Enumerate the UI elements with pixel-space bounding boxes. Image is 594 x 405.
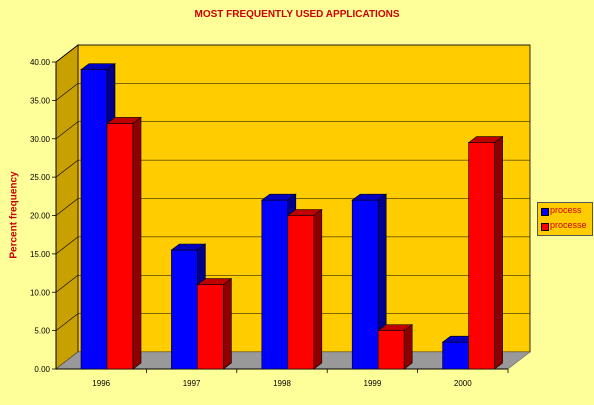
y-tick-label: 30.00 xyxy=(30,135,51,144)
legend-item-series-2: processe xyxy=(538,219,592,233)
gridline-side xyxy=(55,275,79,293)
legend-swatch-series-1 xyxy=(541,208,549,216)
bar-series-2-1996 xyxy=(106,123,134,370)
legend-label-series-2: processe xyxy=(550,220,587,230)
legend-swatch-series-2 xyxy=(541,223,549,231)
x-tick-label: 1997 xyxy=(183,379,201,388)
gridline-side xyxy=(55,83,79,101)
legend: process processe xyxy=(537,202,593,236)
bar-side-series-2-2000 xyxy=(494,135,503,370)
bar-side-series-2-1996 xyxy=(132,116,142,370)
bar-series-2-2000 xyxy=(468,142,495,370)
gridline-side xyxy=(55,121,79,139)
bar-series-2-1997 xyxy=(197,284,224,370)
gridline-side xyxy=(55,198,79,216)
gridline-side xyxy=(55,236,79,255)
y-tick-label: 10.00 xyxy=(30,288,51,297)
bar-side-series-2-1999 xyxy=(403,324,413,370)
y-tick-label: 25.00 xyxy=(30,173,51,182)
y-tick-label: 5.00 xyxy=(34,327,50,336)
bar-series-2-1998 xyxy=(287,215,315,370)
gridline-side xyxy=(55,44,79,63)
y-tick-label: 20.00 xyxy=(30,212,51,221)
y-tick-label: 0.00 xyxy=(34,365,50,374)
x-tick-label: 1996 xyxy=(92,379,110,388)
x-tick-label: 1998 xyxy=(273,379,291,388)
gridline-side xyxy=(55,313,79,331)
chart-title: MOST FREQUENTLY USED APPLICATIONS xyxy=(194,9,400,20)
bar-side-series-2-1997 xyxy=(223,277,232,370)
bar-series-1-1999 xyxy=(351,199,379,370)
bar-series-2-1999 xyxy=(377,330,405,370)
bar-side-series-2-1998 xyxy=(313,208,323,370)
bar-series-1-1998 xyxy=(261,199,289,370)
bar-series-1-2000 xyxy=(442,341,469,370)
x-tick-label: 2000 xyxy=(454,379,472,388)
gridline-side xyxy=(55,159,79,178)
x-tick-label: 1999 xyxy=(364,379,382,388)
legend-item-series-1: process xyxy=(538,204,592,218)
y-tick-label: 15.00 xyxy=(30,250,51,259)
y-tick-label: 35.00 xyxy=(30,96,51,105)
bar-series-1-1997 xyxy=(171,249,198,370)
y-tick-label: 40.00 xyxy=(30,58,51,67)
legend-label-series-1: process xyxy=(550,205,582,215)
bar-series-1-1996 xyxy=(80,69,108,370)
